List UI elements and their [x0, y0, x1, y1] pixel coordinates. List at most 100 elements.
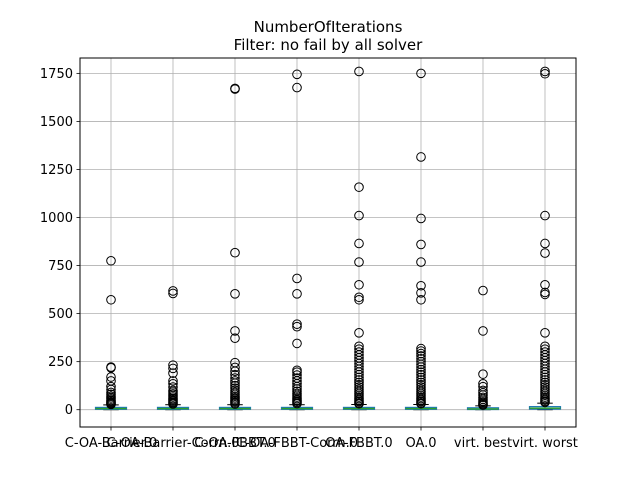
- outlier-point: [230, 289, 240, 299]
- x-tick-label: C-OA-Barrier-Corrn.0: [106, 436, 239, 451]
- outlier-point: [540, 375, 550, 385]
- outlier-point: [540, 372, 550, 383]
- outlier-point: [106, 255, 116, 266]
- outlier-point: [416, 362, 426, 372]
- outlier-point: [478, 400, 488, 410]
- outlier-point: [292, 376, 302, 386]
- outlier-point: [540, 397, 550, 408]
- outlier-point: [416, 369, 426, 380]
- y-tick-label: 750: [48, 259, 73, 274]
- outlier-point: [292, 273, 302, 284]
- y-tick-label: 1500: [40, 115, 73, 130]
- plot-frame: [79, 57, 577, 428]
- outlier-point: [292, 378, 302, 389]
- outlier-point: [230, 378, 240, 388]
- box-7: [466, 285, 500, 411]
- outlier-point: [168, 376, 178, 386]
- y-tick-label: 1250: [40, 163, 73, 178]
- outlier-point: [354, 398, 364, 409]
- y-tick-label: 500: [48, 307, 73, 322]
- outlier-point: [540, 238, 550, 249]
- outlier-point: [292, 289, 302, 299]
- y-tick-label: 1000: [40, 211, 73, 226]
- x-tick-label: C-OA-FBBT-Corrn.0: [236, 436, 358, 451]
- outlier-point: [106, 372, 116, 382]
- outlier-point: [416, 288, 426, 298]
- outlier-point: [354, 66, 364, 77]
- outlier-point: [230, 326, 240, 336]
- outlier-point: [230, 399, 240, 409]
- outlier-point: [292, 398, 302, 409]
- outlier-point: [416, 213, 426, 224]
- outlier-point: [416, 372, 426, 383]
- x-tick-label: virt. worst: [512, 436, 578, 451]
- box-layer: [94, 66, 562, 411]
- outlier-point: [354, 367, 364, 377]
- outlier-point: [416, 348, 426, 359]
- x-tick-label: OA-FBBT.0: [325, 436, 392, 451]
- outlier-point: [354, 375, 364, 385]
- box-2: [156, 286, 190, 411]
- outlier-point: [354, 279, 364, 290]
- outlier-point: [292, 338, 302, 349]
- outlier-point: [416, 398, 426, 409]
- box-4: [280, 69, 314, 411]
- outlier-point: [106, 294, 116, 305]
- box-5: [342, 66, 376, 411]
- outlier-point: [416, 359, 426, 370]
- outlier-point: [416, 356, 426, 367]
- outlier-point: [106, 381, 116, 392]
- outlier-point: [354, 292, 364, 303]
- outlier-point: [354, 369, 364, 380]
- outlier-point: [354, 238, 364, 249]
- outlier-point: [168, 286, 178, 296]
- outlier-point: [230, 366, 240, 377]
- outlier-point: [540, 367, 550, 377]
- outlier-point: [230, 376, 240, 386]
- outlier-point: [540, 279, 550, 290]
- outlier-point: [354, 294, 364, 305]
- outlier-point: [292, 384, 302, 394]
- outlier-point: [354, 182, 364, 192]
- outlier-point: [416, 367, 426, 378]
- outlier-point: [540, 68, 550, 79]
- outlier-point: [230, 247, 240, 258]
- outlier-point: [416, 152, 426, 162]
- outlier-point: [540, 364, 550, 375]
- outlier-point: [416, 280, 426, 291]
- outlier-point: [354, 372, 364, 383]
- box-3: [218, 83, 252, 411]
- outlier-point: [540, 66, 550, 77]
- y-tick-label: 0: [65, 403, 73, 418]
- outlier-point: [168, 368, 178, 378]
- box-8: [528, 66, 562, 411]
- outlier-point: [354, 257, 364, 267]
- outlier-point: [416, 257, 426, 267]
- grid-layer: [80, 58, 576, 427]
- outlier-point: [292, 319, 302, 329]
- outlier-point: [416, 294, 426, 305]
- outlier-point: [478, 326, 488, 336]
- outlier-point: [354, 328, 364, 338]
- outlier-point: [230, 373, 240, 383]
- outlier-point: [230, 362, 240, 373]
- outlier-point: [230, 333, 240, 344]
- x-tick-label: C-OA-Barrier.0: [65, 436, 157, 451]
- outlier-point: [478, 369, 488, 379]
- outlier-point: [230, 383, 240, 393]
- outlier-point: [416, 364, 426, 375]
- chart-title: NumberOfIterations: [254, 18, 403, 36]
- y-tick-label: 1750: [40, 67, 73, 82]
- outlier-point: [230, 84, 240, 94]
- outlier-point: [168, 288, 178, 299]
- outlier-point: [416, 343, 426, 354]
- x-tick-label: C-OA-FBBT.0: [194, 436, 276, 451]
- outlier-point: [106, 363, 116, 373]
- outlier-point: [416, 346, 426, 356]
- outlier-point: [540, 369, 550, 380]
- outlier-point: [354, 364, 364, 375]
- x-tick-label: OA.0: [405, 436, 436, 451]
- y-tick-label: 250: [48, 355, 73, 370]
- outlier-point: [292, 69, 302, 80]
- outlier-point: [416, 68, 426, 79]
